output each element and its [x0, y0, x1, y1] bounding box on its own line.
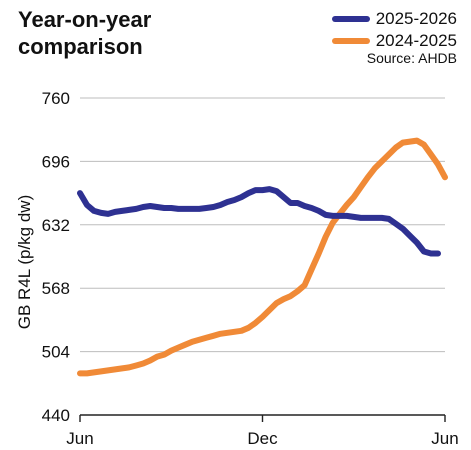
series-lines: [77, 137, 448, 377]
source-note: Source: AHDB: [366, 50, 457, 66]
legend-label-2024-2025: 2024-2025: [375, 31, 457, 50]
y-axis-title: GB R4L (p/kg dw): [15, 195, 34, 329]
y-tick-label-696: 696: [42, 152, 70, 171]
legend-item-2024-2025: 2024-2025: [331, 30, 457, 52]
x-axis-ticks: Jun Dec Jun: [66, 415, 459, 448]
y-tick-label-568: 568: [42, 279, 70, 298]
y-tick-label-440: 440: [42, 406, 70, 425]
x-tick-label-1: Dec: [247, 429, 278, 448]
legend-swatch-2025-2026: [331, 16, 370, 22]
chart-title: Year-on-year comparison: [18, 7, 152, 59]
legend-swatch-2024-2025: [331, 38, 370, 44]
legend-item-2025-2026: 2025-2026: [331, 8, 457, 30]
chart-legend: 2025-2026 2024-2025 Source: AHDB: [331, 8, 457, 66]
y-axis-ticks: 440 504 568 632 696 760: [42, 89, 70, 425]
y-tick-label-760: 760: [42, 89, 70, 108]
y-tick-label-504: 504: [42, 343, 70, 362]
legend-label-2025-2026: 2025-2026: [375, 9, 457, 28]
x-tick-label-2: Jun: [431, 429, 458, 448]
series-line-2025-2026: [77, 186, 441, 257]
x-tick-label-0: Jun: [66, 429, 93, 448]
series-line-2024-2025: [77, 137, 448, 377]
y-tick-label-632: 632: [42, 216, 70, 235]
